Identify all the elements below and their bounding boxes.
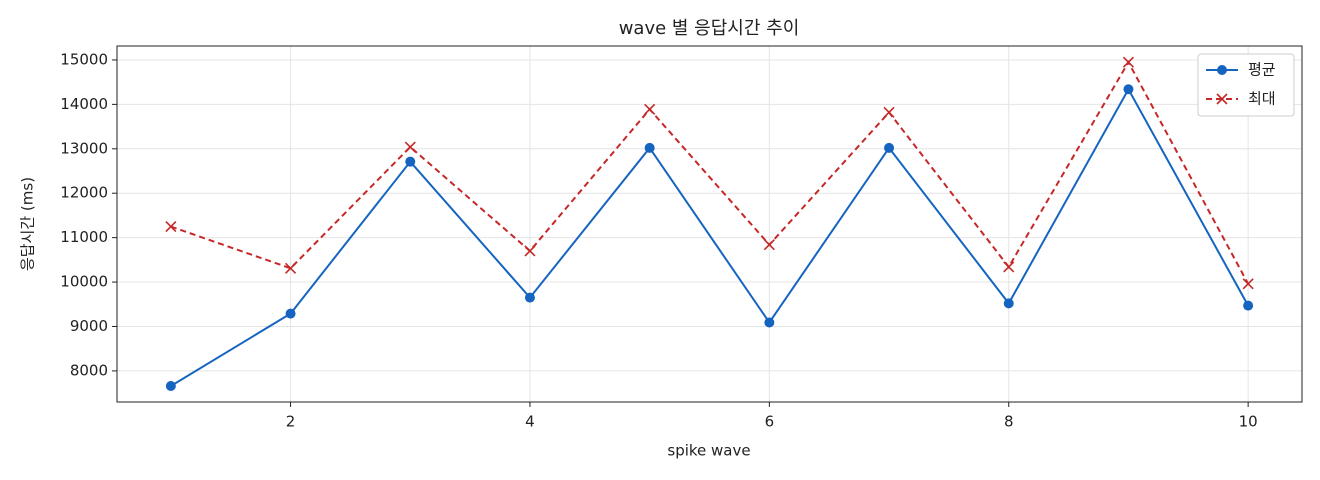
legend-marker xyxy=(1217,65,1227,75)
x-axis-label: spike wave xyxy=(667,442,750,460)
marker xyxy=(524,245,536,257)
y-tick-label: 12000 xyxy=(60,184,108,202)
x-tick-label: 4 xyxy=(525,413,535,431)
chart-title: wave 별 응답시간 추이 xyxy=(619,18,800,39)
plot-frame xyxy=(116,45,1303,403)
y-tick-label: 15000 xyxy=(60,50,108,68)
marker xyxy=(1242,278,1254,290)
marker xyxy=(644,142,655,153)
y-tick-label: 11000 xyxy=(60,228,108,246)
marker xyxy=(883,106,895,118)
marker xyxy=(884,142,895,153)
marker xyxy=(165,381,176,392)
x-tick-label: 8 xyxy=(1004,413,1014,431)
marker xyxy=(285,308,296,319)
marker xyxy=(404,141,416,153)
legend-box xyxy=(1197,53,1295,117)
marker xyxy=(764,317,775,328)
marker xyxy=(405,156,416,167)
y-tick-label: 13000 xyxy=(60,139,108,157)
y-tick-label: 8000 xyxy=(70,361,108,379)
marker xyxy=(284,262,297,274)
y-tick-label: 9000 xyxy=(70,317,108,335)
y-axis-label: 응답시간 (ms) xyxy=(19,177,37,271)
marker xyxy=(1243,300,1254,311)
x-tick-label: 6 xyxy=(765,413,775,431)
series-line xyxy=(170,60,1250,285)
series-line xyxy=(170,87,1250,387)
marker xyxy=(165,220,177,233)
marker xyxy=(1122,56,1135,68)
legend-label: 평균 xyxy=(1248,61,1276,79)
legend-marker xyxy=(1216,93,1228,105)
y-tick-label: 14000 xyxy=(60,95,108,113)
marker xyxy=(1003,261,1015,273)
marker xyxy=(1003,298,1014,309)
marker xyxy=(644,103,656,115)
x-tick-label: 10 xyxy=(1239,413,1258,431)
marker xyxy=(1123,84,1134,95)
legend-label: 최대 xyxy=(1248,90,1276,108)
y-tick-label: 10000 xyxy=(60,273,108,291)
marker xyxy=(763,239,775,251)
marker xyxy=(524,292,535,303)
x-tick-label: 2 xyxy=(286,413,296,431)
